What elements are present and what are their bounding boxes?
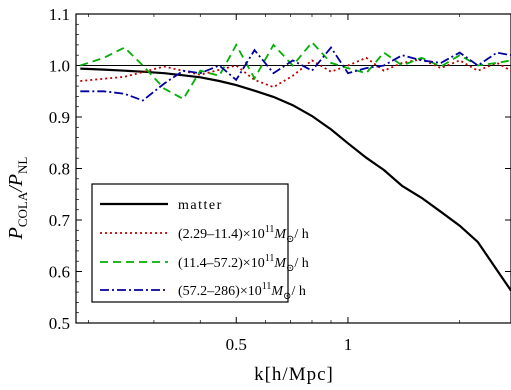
legend-label-1: (2.29–11.4)×1011M⊙/ h (178, 224, 309, 245)
legend-label-0: matter (178, 198, 223, 213)
y-axis-label: PCOLA/PNL (5, 157, 30, 241)
y-tick-label: 0.9 (49, 108, 70, 127)
legend-items: matter (2.29–11.4)×1011M⊙/ h (11.4–57.2)×1… (100, 198, 309, 302)
series-line-1 (80, 56, 511, 89)
y-axis-label-p: P (5, 227, 27, 240)
series-line-2 (80, 40, 511, 101)
y-tick-label: 1.1 (49, 5, 70, 24)
y-axis-label-mid: /P (5, 174, 27, 193)
y-tick-label: 0.6 (49, 263, 70, 282)
x-tick-label: 1 (344, 335, 353, 354)
series-line-3 (80, 45, 511, 102)
y-tick-label: 0.8 (49, 160, 70, 179)
y-axis-label-sub1: COLA (15, 191, 30, 227)
plot-area: 0.5 0.6 0.7 0.8 0.9 1.0 1.1 0.5 1 (49, 5, 511, 354)
y-tick-label: 1.0 (49, 57, 70, 76)
legend-label-2: (11.4–57.2)×1011M⊙/ h (178, 253, 309, 274)
legend-label-3: (57.2–286)×1011M⊙/ h (178, 281, 306, 302)
legend: matter (2.29–11.4)×1011M⊙/ h (11.4–57.2)×1… (91, 183, 309, 303)
series-line-0 (80, 67, 511, 292)
y-tick-label: 0.5 (49, 314, 70, 333)
x-axis-label: k[h/Mpc] (254, 364, 334, 385)
y-tick-label: 0.7 (49, 211, 71, 230)
y-axis-label-sub2: NL (15, 157, 30, 174)
x-tick-label: 0.5 (226, 335, 247, 354)
